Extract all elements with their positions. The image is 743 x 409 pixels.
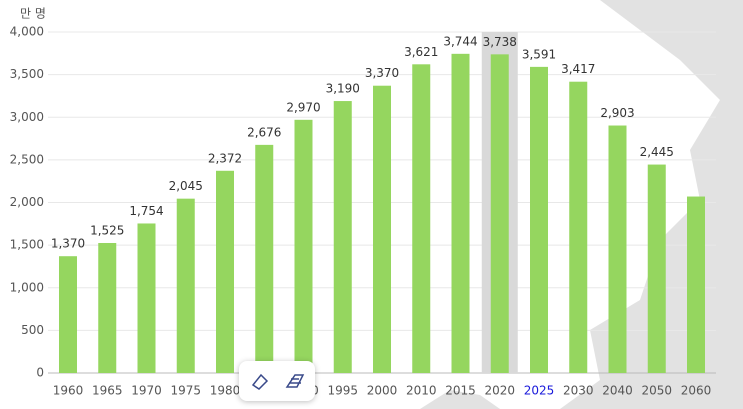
value-label: 3,738 xyxy=(483,35,517,49)
y-tick-label: 2,000 xyxy=(10,195,44,209)
x-tick-label: 2020 xyxy=(484,384,515,398)
bar xyxy=(490,54,509,373)
bar xyxy=(216,170,234,373)
value-label: 2,903 xyxy=(600,106,634,120)
value-label: 2,445 xyxy=(640,145,674,159)
bar xyxy=(412,64,431,373)
value-label: 1,754 xyxy=(129,204,163,218)
bar xyxy=(255,144,274,373)
bar xyxy=(569,81,588,374)
value-label: 3,417 xyxy=(561,62,595,76)
value-label: 1,525 xyxy=(90,223,124,237)
y-tick-label: 1,500 xyxy=(10,238,44,252)
y-tick-label: 3,000 xyxy=(10,110,44,124)
x-tick-label: 1995 xyxy=(327,384,358,398)
grid xyxy=(48,31,716,374)
x-tick-label: 1980 xyxy=(210,384,241,398)
y-tick-label: 2,500 xyxy=(10,152,44,166)
pattern-icon[interactable] xyxy=(285,374,305,388)
value-label: 2,970 xyxy=(286,100,320,114)
value-label: 1,370 xyxy=(51,237,85,251)
value-label: 2,372 xyxy=(208,151,242,165)
bar xyxy=(687,196,705,373)
value-label: 3,190 xyxy=(326,82,360,96)
value-label: 3,591 xyxy=(522,47,556,61)
y-tick-label: 500 xyxy=(21,323,44,337)
x-tick-label: 1965 xyxy=(92,384,123,398)
x-tick-label: 2025 xyxy=(524,384,555,398)
unit-label: 만 명 xyxy=(20,7,46,21)
toolbar-icons xyxy=(251,373,305,390)
eraser-icon[interactable] xyxy=(251,373,269,390)
bar xyxy=(608,125,627,373)
x-tick-label: 1970 xyxy=(131,384,162,398)
value-label: 2,676 xyxy=(247,125,281,139)
bar xyxy=(530,66,548,373)
bar xyxy=(176,198,195,373)
y-tick-label: 0 xyxy=(36,366,44,380)
x-tick-label: 2000 xyxy=(367,384,398,398)
bar xyxy=(333,101,352,374)
x-tick-label: 2010 xyxy=(406,384,437,398)
bar xyxy=(294,119,313,374)
value-label: 3,370 xyxy=(365,66,399,80)
x-tick-label: 2060 xyxy=(681,384,712,398)
value-label: 3,744 xyxy=(443,34,477,48)
toolbar xyxy=(239,361,315,401)
x-tick-label: 2030 xyxy=(563,384,594,398)
x-tick-label: 1975 xyxy=(170,384,201,398)
bar xyxy=(59,256,77,373)
x-tick-label: 2050 xyxy=(641,384,672,398)
x-tick-label: 2040 xyxy=(602,384,633,398)
bar xyxy=(451,53,470,373)
bar xyxy=(137,223,156,373)
y-tick-label: 1,000 xyxy=(10,280,44,294)
bar xyxy=(373,85,391,374)
value-label: 3,621 xyxy=(404,45,438,59)
bar xyxy=(647,164,666,373)
y-tick-label: 4,000 xyxy=(10,25,44,39)
y-tick-label: 3,500 xyxy=(10,67,44,81)
x-tick-label: 1960 xyxy=(53,384,84,398)
value-label: 2,045 xyxy=(169,179,203,193)
x-tick-label: 2015 xyxy=(445,384,476,398)
bar xyxy=(98,242,117,373)
